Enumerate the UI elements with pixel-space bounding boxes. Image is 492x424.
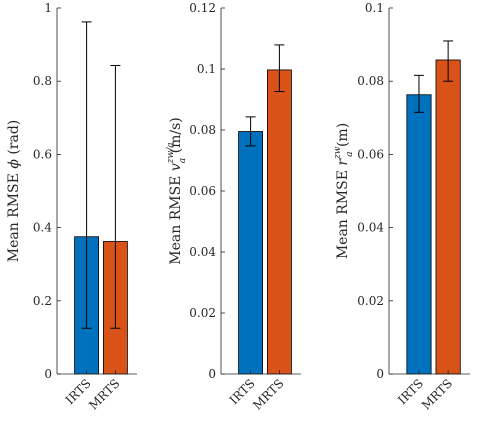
bar-mrts — [266, 69, 292, 375]
y-tick-label: 0.8 — [33, 74, 52, 88]
y-tick-label: 0.02 — [357, 294, 384, 308]
y-tick-label: 0 — [376, 367, 384, 381]
y-tick-label: 0.1 — [197, 62, 216, 76]
y-axis-label: Mean RMSE ϕ (rad) — [6, 120, 22, 263]
y-tick-label: 0.06 — [189, 184, 216, 198]
y-tick-label: 0.06 — [357, 147, 384, 161]
y-tick-label: 0.02 — [189, 306, 216, 320]
y-axis-label: Mean RMSE rzw a (m) — [333, 123, 355, 259]
x-tick-label: MRTS — [250, 376, 286, 412]
y-tick-label: 0.08 — [357, 74, 384, 88]
y-axis-label: Mean RMSE vzw/a a (m/s) — [166, 117, 188, 264]
y-tick-label: 0.2 — [33, 294, 52, 308]
y-tick-label: 0.04 — [189, 245, 216, 259]
x-tick-label: MRTS — [86, 376, 122, 412]
y-tick-label: 0 — [44, 367, 52, 381]
y-tick-label: 0 — [208, 367, 216, 381]
bar-mrts — [435, 59, 461, 375]
x-tick-label: MRTS — [419, 376, 455, 412]
bar-irts — [238, 131, 264, 375]
y-tick-label: 0.04 — [357, 221, 384, 235]
bar-irts — [406, 94, 432, 375]
y-tick-label: 1 — [44, 1, 52, 15]
y-tick-label: 0.6 — [33, 147, 52, 161]
y-tick-label: 0.1 — [365, 1, 384, 15]
y-tick-label: 0.12 — [189, 1, 216, 15]
y-tick-label: 0.4 — [33, 221, 52, 235]
y-tick-label: 0.08 — [189, 123, 216, 137]
